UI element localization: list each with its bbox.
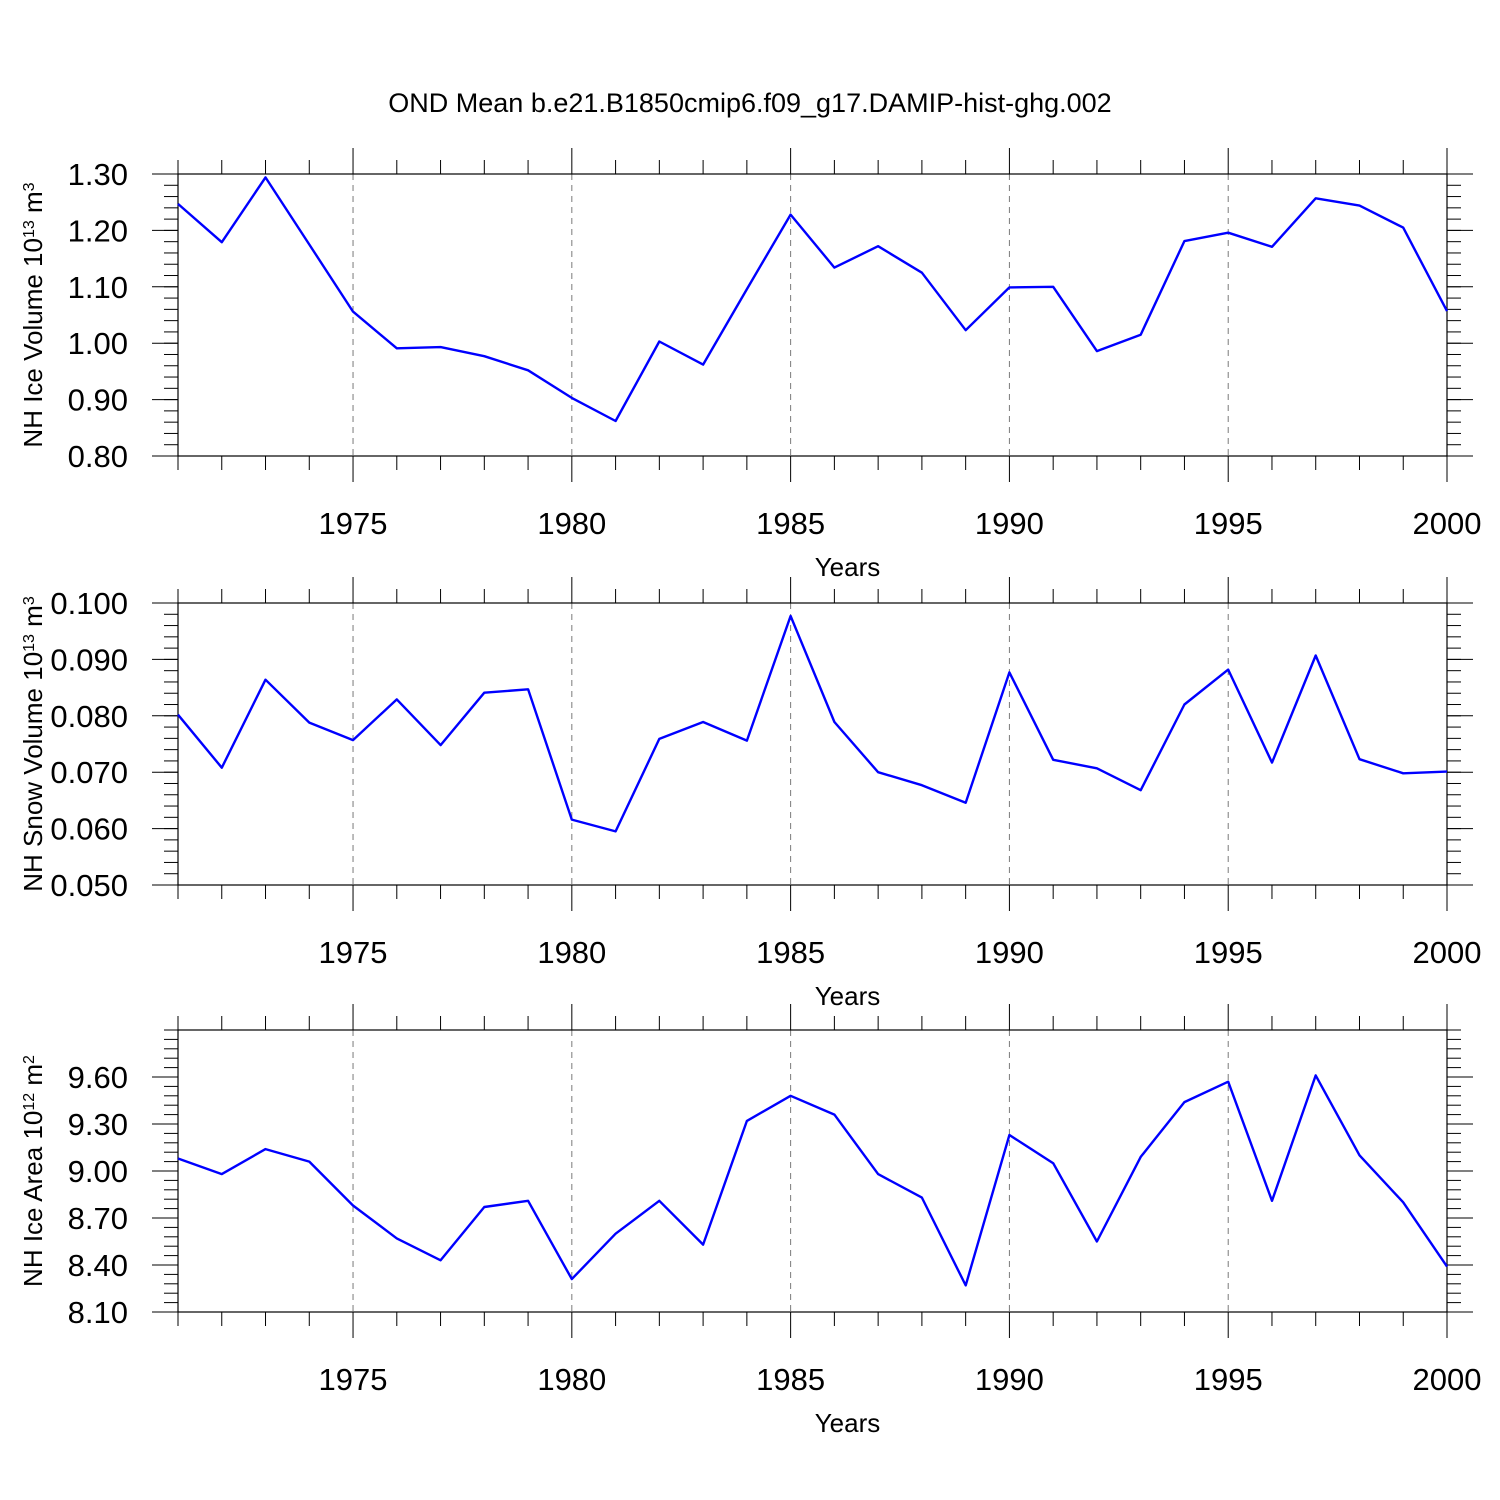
chart-panel-2: 1975 1980 1985 1990 1995 2000 0.050 0.060 0.070 0… [18, 577, 1481, 1011]
y-tick-label: 0.060 [50, 812, 128, 847]
y-tick-label: 0.070 [50, 755, 128, 790]
y-tick-label: 9.00 [68, 1154, 128, 1189]
y-tick-label: 0.80 [68, 439, 128, 474]
x-tick-label: 1995 [1194, 506, 1263, 541]
chart-panel-1: 1975 1980 1985 1990 1995 2000 0.80 0.90 1.00 1.10… [18, 148, 1481, 582]
x-axis-title: Years [815, 1408, 881, 1438]
x-tick-label: 2000 [1413, 935, 1482, 970]
x-tick-label: 1995 [1194, 935, 1263, 970]
y-tick-label: 1.30 [68, 157, 128, 192]
plot-frame [177, 602, 1448, 886]
y-tick-label: 8.10 [68, 1295, 128, 1330]
x-tick-label: 1980 [537, 1362, 606, 1397]
x-tick-label: 1990 [975, 935, 1044, 970]
series-line [177, 614, 1448, 833]
y-tick-label: 8.40 [68, 1248, 128, 1283]
y-tick-label: 0.90 [68, 383, 128, 418]
x-tick-label: 1975 [319, 506, 388, 541]
x-tick-label: 1990 [975, 506, 1044, 541]
y-axis-title: NH Ice Area 1012 m2 [18, 1055, 48, 1287]
y-tick-label: 9.60 [68, 1060, 128, 1095]
x-axis-title: Years [815, 981, 881, 1011]
y-tick-label: 0.050 [50, 868, 128, 903]
x-tick-label: 1975 [319, 935, 388, 970]
y-tick-label: 1.00 [68, 326, 128, 361]
y-tick-label: 1.10 [68, 270, 128, 305]
x-tick-label: 1985 [756, 935, 825, 970]
x-axis-title: Years [815, 552, 881, 582]
x-tick-label: 1990 [975, 1362, 1044, 1397]
y-axis-title: NH Ice Volume 1013 m3 [18, 182, 48, 447]
x-tick-label: 2000 [1413, 506, 1482, 541]
x-tick-label: 1985 [756, 1362, 825, 1397]
y-tick-label: 0.090 [50, 642, 128, 677]
x-tick-label: 1995 [1194, 1362, 1263, 1397]
y-tick-label: 9.30 [68, 1107, 128, 1142]
x-tick-label: 1975 [319, 1362, 388, 1397]
x-tick-label: 2000 [1413, 1362, 1482, 1397]
y-tick-label: 8.70 [68, 1201, 128, 1236]
y-axis-title: NH Snow Volume 1013 m3 [18, 596, 48, 892]
y-tick-label: 0.080 [50, 699, 128, 734]
plot-frame [177, 173, 1448, 457]
series-line [177, 1074, 1448, 1287]
chart-panel-3: 1975 1980 1985 1990 1995 2000 8.10 8.40 8.70 9.00… [18, 1004, 1481, 1438]
x-tick-label: 1980 [537, 935, 606, 970]
y-tick-label: 0.100 [50, 586, 128, 621]
x-tick-label: 1980 [537, 506, 606, 541]
figure-title: OND Mean b.e21.B1850cmip6.f09_g17.DAMIP-… [388, 88, 1111, 118]
x-tick-label: 1985 [756, 506, 825, 541]
series-line [177, 176, 1449, 423]
y-tick-label: 1.20 [68, 213, 128, 248]
